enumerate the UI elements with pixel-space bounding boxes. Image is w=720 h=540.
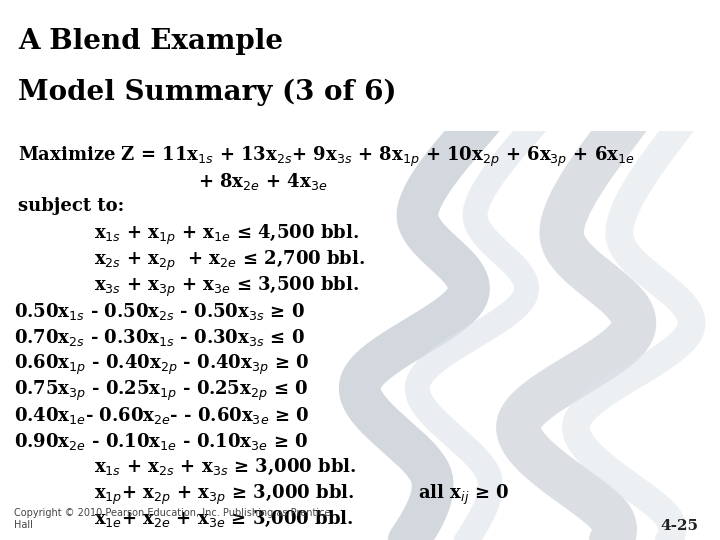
Text: x$_{1s}$ + x$_{1p}$ + x$_{1e}$ ≤ 4,500 bbl.: x$_{1s}$ + x$_{1p}$ + x$_{1e}$ ≤ 4,500 b… xyxy=(94,223,359,247)
Text: 0.75x$_{3p}$ - 0.25x$_{1p}$ - 0.25x$_{2p}$ ≤ 0: 0.75x$_{3p}$ - 0.25x$_{1p}$ - 0.25x$_{2p… xyxy=(14,379,309,403)
Text: 0.40x$_{1e}$- 0.60x$_{2e}$- - 0.60x$_{3e}$ ≥ 0: 0.40x$_{1e}$- 0.60x$_{2e}$- - 0.60x$_{3e… xyxy=(14,405,310,426)
Text: Model Summary (3 of 6): Model Summary (3 of 6) xyxy=(18,79,397,106)
Text: A Blend Example: A Blend Example xyxy=(18,28,283,55)
Text: 0.70x$_{2s}$ - 0.30x$_{1s}$ - 0.30x$_{3s}$ ≤ 0: 0.70x$_{2s}$ - 0.30x$_{1s}$ - 0.30x$_{3s… xyxy=(14,327,305,348)
Text: x$_{2s}$ + x$_{2p}$  + x$_{2e}$ ≤ 2,700 bbl.: x$_{2s}$ + x$_{2p}$ + x$_{2e}$ ≤ 2,700 b… xyxy=(94,249,365,273)
Text: x$_{1p}$+ x$_{2p}$ + x$_{3p}$ ≥ 3,000 bbl.: x$_{1p}$+ x$_{2p}$ + x$_{3p}$ ≥ 3,000 bb… xyxy=(94,483,354,507)
Text: x$_{1s}$ + x$_{2s}$ + x$_{3s}$ ≥ 3,000 bbl.: x$_{1s}$ + x$_{2s}$ + x$_{3s}$ ≥ 3,000 b… xyxy=(94,457,356,477)
Text: subject to:: subject to: xyxy=(18,197,125,215)
Text: all x$_{ij}$ ≥ 0: all x$_{ij}$ ≥ 0 xyxy=(418,483,509,507)
Text: 0.90x$_{2e}$ - 0.10x$_{1e}$ - 0.10x$_{3e}$ ≥ 0: 0.90x$_{2e}$ - 0.10x$_{1e}$ - 0.10x$_{3e… xyxy=(14,431,309,452)
Text: x$_{1e}$+ x$_{2e}$ + x$_{3e}$ ≥ 3,000 bbl.: x$_{1e}$+ x$_{2e}$ + x$_{3e}$ ≥ 3,000 bb… xyxy=(94,509,354,529)
Text: 0.60x$_{1p}$ - 0.40x$_{2p}$ - 0.40x$_{3p}$ ≥ 0: 0.60x$_{1p}$ - 0.40x$_{2p}$ - 0.40x$_{3p… xyxy=(14,353,310,377)
Text: Copyright © 2010 Pearson Education, Inc. Publishing as Prentice
Hall: Copyright © 2010 Pearson Education, Inc.… xyxy=(14,508,331,530)
Text: + 8x$_{2e}$ + 4x$_{3e}$: + 8x$_{2e}$ + 4x$_{3e}$ xyxy=(198,171,328,192)
Text: 4-25: 4-25 xyxy=(660,518,698,532)
Text: Maximize Z = 11x$_{1s}$ + 13x$_{2s}$+ 9x$_{3s}$ + 8x$_{1p}$ + 10x$_{2p}$ + 6x$_{: Maximize Z = 11x$_{1s}$ + 13x$_{2s}$+ 9x… xyxy=(18,145,635,169)
Text: x$_{3s}$ + x$_{3p}$ + x$_{3e}$ ≤ 3,500 bbl.: x$_{3s}$ + x$_{3p}$ + x$_{3e}$ ≤ 3,500 b… xyxy=(94,275,359,299)
Text: 0.50x$_{1s}$ - 0.50x$_{2s}$ - 0.50x$_{3s}$ ≥ 0: 0.50x$_{1s}$ - 0.50x$_{2s}$ - 0.50x$_{3s… xyxy=(14,301,305,322)
